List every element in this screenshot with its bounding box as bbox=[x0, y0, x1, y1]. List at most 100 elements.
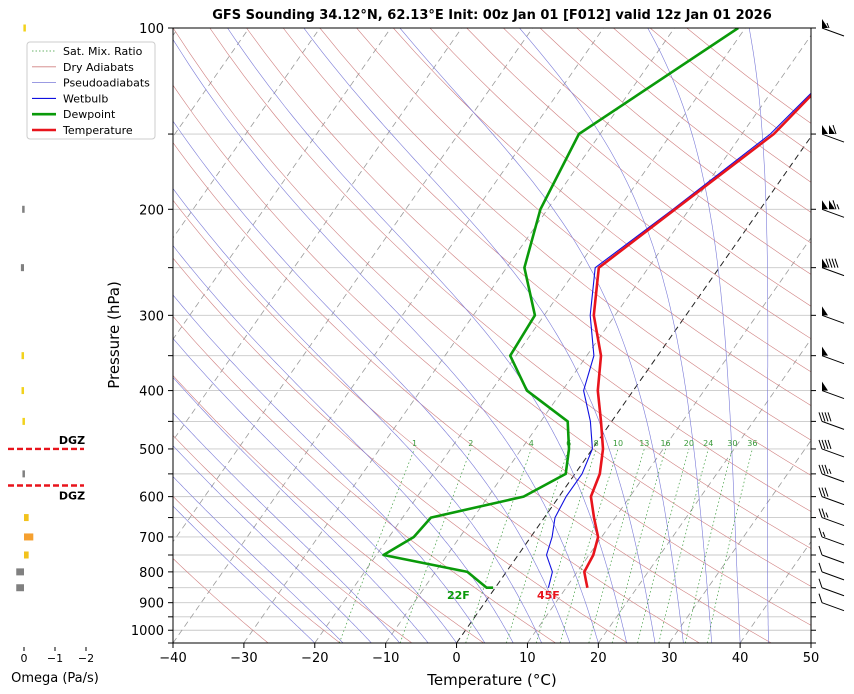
mixing-ratio-label: 24 bbox=[703, 439, 713, 448]
pseudoadiabat bbox=[173, 445, 372, 643]
dry-adiabat bbox=[173, 434, 413, 643]
dry-adiabat bbox=[576, 28, 811, 213]
dry-adiabat bbox=[686, 28, 811, 124]
mixing-ratio-line bbox=[611, 448, 666, 643]
dry-adiabat bbox=[246, 28, 811, 512]
barb-feather bbox=[834, 258, 839, 268]
mixing-ratio-label: 36 bbox=[747, 439, 757, 448]
barb-feather bbox=[832, 124, 837, 135]
wind-barb bbox=[818, 545, 845, 564]
omega-bar bbox=[21, 352, 25, 360]
pseudoadiabat bbox=[173, 120, 571, 643]
profile-lines bbox=[382, 28, 811, 589]
y-tick-label: 600 bbox=[139, 491, 164, 506]
wind-barb bbox=[821, 200, 845, 218]
barb-staff bbox=[821, 208, 845, 218]
barb-feather bbox=[818, 487, 823, 497]
x-tick-label: 30 bbox=[661, 651, 678, 666]
y-tick-label: 900 bbox=[139, 597, 164, 612]
mixing-ratio-label: 10 bbox=[613, 439, 623, 448]
x-tick-label: 50 bbox=[803, 651, 820, 666]
legend-entry: Temperature bbox=[62, 124, 133, 137]
y-tick-label: 700 bbox=[139, 531, 164, 546]
dry-adiabat bbox=[319, 28, 811, 441]
wind-barb bbox=[818, 412, 845, 430]
pseudoadiabat bbox=[647, 28, 741, 643]
dry-adiabat bbox=[466, 28, 811, 307]
barb-staff bbox=[821, 571, 845, 581]
wind-barb bbox=[821, 124, 845, 143]
barb-flag bbox=[822, 381, 828, 391]
isotherm-line bbox=[173, 28, 250, 138]
background-lines: 1 2 4 6 8 10 13 16 20 24 30 36 bbox=[173, 28, 811, 643]
dry-adiabat bbox=[173, 495, 341, 643]
barb-feather bbox=[824, 487, 829, 497]
isotherm-line bbox=[243, 28, 675, 643]
barb-feather bbox=[818, 578, 823, 588]
pseudoadiabat bbox=[173, 476, 344, 643]
barb-flag bbox=[822, 200, 828, 210]
legend-entry: Wetbulb bbox=[63, 92, 108, 105]
isotherm-line bbox=[527, 237, 811, 643]
wind-barb bbox=[818, 508, 845, 527]
omega-bar bbox=[16, 584, 24, 592]
barb-staff bbox=[821, 448, 845, 458]
zero-isotherm bbox=[456, 135, 811, 643]
barb-feather bbox=[818, 464, 823, 475]
pseudoadiabat bbox=[173, 187, 542, 643]
barb-half-feather bbox=[822, 531, 826, 538]
wind-barb bbox=[818, 593, 845, 612]
barb-feather bbox=[821, 487, 826, 497]
dry-adiabat bbox=[649, 28, 811, 153]
pseudoadiabat bbox=[173, 38, 599, 643]
axes: −40 −30 −20 −10 0 10 20 30 40 50 100 200 300 400 500 60… bbox=[131, 22, 819, 666]
wind-barb bbox=[818, 527, 845, 546]
omega-panel: 0 −1 −2 Omega (Pa/s) DGZ DGZ bbox=[8, 24, 99, 686]
barb-feather bbox=[828, 258, 833, 268]
dry-adiabat bbox=[429, 28, 811, 340]
wind-barb bbox=[818, 439, 845, 458]
barb-feather bbox=[827, 412, 832, 422]
barb-feather bbox=[821, 439, 826, 450]
barb-staff bbox=[821, 390, 845, 400]
barb-flag bbox=[822, 125, 828, 135]
wind-barb bbox=[821, 306, 845, 324]
isotherm-line bbox=[173, 28, 604, 643]
surface-temperature-label: 45F bbox=[537, 589, 560, 602]
dry-adiabat bbox=[503, 28, 811, 275]
isotherm-line bbox=[173, 28, 321, 239]
y-tick-label: 400 bbox=[139, 385, 164, 400]
barb-feather bbox=[832, 200, 837, 210]
legend-box bbox=[26, 41, 156, 140]
omega-bar bbox=[16, 568, 24, 576]
omega-tick-label: −2 bbox=[78, 652, 94, 665]
mixing-ratio-line bbox=[588, 448, 645, 643]
legend: Sat. Mix. Ratio Dry Adiabats Pseudoadiabat… bbox=[26, 41, 156, 140]
barb-feather bbox=[825, 258, 830, 268]
wetbulb-line bbox=[545, 92, 811, 588]
legend-entry: Dry Adiabats bbox=[63, 61, 134, 74]
pseudoadiabat bbox=[748, 28, 769, 643]
mixing-ratio-label: 2 bbox=[468, 439, 473, 448]
barb-staff bbox=[821, 267, 845, 277]
mixing-ratio-line bbox=[535, 448, 597, 643]
barb-half-feather bbox=[836, 204, 840, 210]
barb-staff bbox=[821, 420, 845, 430]
barb-feather bbox=[818, 527, 823, 538]
barb-feather bbox=[821, 508, 826, 518]
barb-staff bbox=[821, 314, 845, 324]
barb-staff bbox=[821, 133, 845, 143]
omega-bar bbox=[24, 551, 29, 559]
barb-feather bbox=[821, 412, 826, 422]
barb-staff bbox=[821, 355, 845, 365]
wind-barb bbox=[821, 346, 845, 365]
mixing-ratio-label: 4 bbox=[529, 439, 534, 448]
mixing-ratio-line bbox=[338, 448, 415, 643]
dry-adiabat bbox=[173, 142, 772, 643]
dewpoint-line bbox=[382, 28, 739, 589]
barb-staff bbox=[821, 587, 845, 597]
barb-staff bbox=[821, 554, 845, 564]
isotherm-line bbox=[810, 642, 811, 643]
mixing-ratio-label: 1 bbox=[412, 439, 417, 448]
